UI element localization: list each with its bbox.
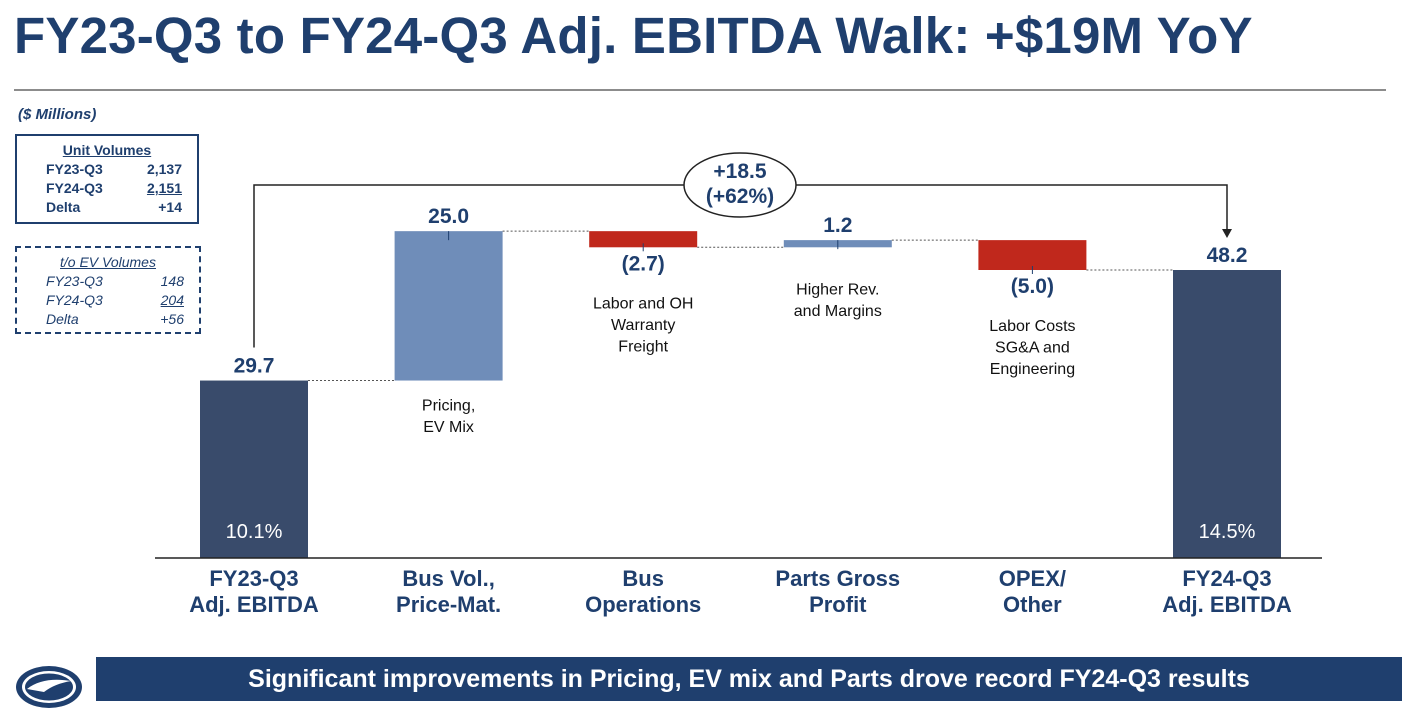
ev-volumes-row: FY24-Q3 204 (17, 291, 199, 310)
unit-volumes-row: FY24-Q3 2,151 (17, 179, 197, 198)
ev-volumes-row-value: 204 (160, 292, 184, 308)
ev-volumes-row-value: +56 (160, 311, 184, 327)
data-label: 1.2 (823, 214, 852, 237)
waterfall-bar (1173, 270, 1281, 558)
category-label: Bus Operations (585, 566, 701, 617)
ev-volumes-row-value: 148 (160, 273, 184, 289)
margin-label: 14.5% (1199, 521, 1256, 543)
waterfall-bar (200, 380, 308, 558)
category-label: FY23-Q3 Adj. EBITDA (189, 566, 319, 617)
title-divider (14, 89, 1386, 91)
data-label: 25.0 (428, 205, 469, 228)
category-label: FY24-Q3 Adj. EBITDA (1162, 566, 1292, 617)
ev-volumes-box: t/o EV Volumes FY23-Q3 148 FY24-Q3 204 D… (15, 246, 201, 334)
bar-note: Labor and OH Warranty Freight (593, 295, 694, 355)
waterfall-bar (978, 240, 1087, 270)
data-label: 29.7 (234, 355, 275, 378)
yoy-callout-text: +18.5 (+62%) (706, 160, 774, 208)
unit-volumes-row-value: 2,137 (146, 161, 182, 177)
page-title: FY23-Q3 to FY24-Q3 Adj. EBITDA Walk: +$1… (14, 7, 1253, 64)
arrow-head-icon (1222, 229, 1232, 238)
unit-volumes-heading: Unit Volumes (62, 142, 152, 158)
footer-banner: Significant improvements in Pricing, EV … (96, 657, 1402, 701)
ev-volumes-row-label: FY23-Q3 (46, 273, 103, 289)
unit-volumes-row: Delta +14 (17, 198, 197, 217)
ev-volumes-row-label: Delta (46, 311, 79, 327)
waterfall-chart: 29.7 10.1% FY23-Q3 Adj. EBITDA 25.0 Pricing, E… (155, 152, 1322, 617)
unit-volumes-row-label: FY23-Q3 (46, 161, 103, 177)
unit-volumes-row-label: FY24-Q3 (46, 180, 103, 196)
yoy-callout-bubble (683, 152, 797, 218)
ev-volumes-row: Delta +56 (17, 310, 199, 329)
company-logo-icon (16, 666, 82, 708)
margin-label: 10.1% (226, 521, 283, 543)
waterfall-bar (589, 231, 698, 248)
ev-volumes-row-label: FY24-Q3 (46, 292, 103, 308)
unit-volumes-row-value: +14 (158, 199, 182, 215)
bar-note: Labor Costs SG&A and Engineering (989, 318, 1075, 378)
waterfall-bar (394, 231, 503, 381)
ev-volumes-row: FY23-Q3 148 (17, 272, 199, 291)
unit-volumes-box: Unit Volumes FY23-Q3 2,137 FY24-Q3 2,151… (15, 134, 199, 224)
data-label: (2.7) (622, 252, 665, 275)
bar-note: Pricing, EV Mix (422, 398, 475, 437)
category-label: OPEX/Other (999, 566, 1066, 617)
unit-volumes-row-label: Delta (46, 199, 81, 215)
category-label: Parts Gross Profit (775, 566, 900, 617)
data-label: 48.2 (1207, 244, 1248, 267)
units-label: ($ Millions) (18, 106, 97, 123)
bar-note: Higher Rev. and Margins (794, 281, 882, 320)
data-label: (5.0) (1011, 275, 1054, 298)
ev-volumes-heading: t/o EV Volumes (60, 254, 156, 270)
unit-volumes-row: FY23-Q3 2,137 (17, 160, 197, 179)
unit-volumes-row-value: 2,151 (146, 180, 182, 196)
category-label: Bus Vol., Price-Mat. (396, 566, 501, 617)
